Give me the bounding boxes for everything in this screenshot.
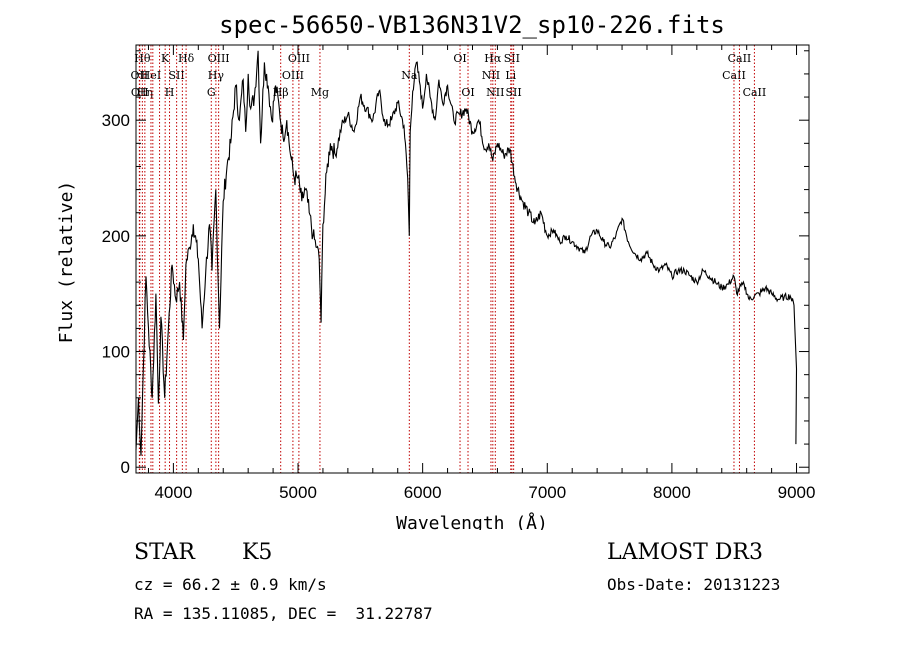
line-label: Hα <box>484 52 502 65</box>
line-label: OI <box>461 86 474 99</box>
line-label: Li <box>505 69 516 82</box>
line-label: Hγ <box>208 69 225 82</box>
line-label: G <box>207 86 216 99</box>
line-label: SII <box>504 52 520 65</box>
line-label: K <box>161 52 170 65</box>
line-label: Hθ <box>134 52 151 65</box>
line-label: H <box>165 86 175 99</box>
survey-name: LAMOST DR3 <box>607 540 763 565</box>
x-axis-label: Wavelength (Å) <box>396 512 548 530</box>
line-label: HeI <box>141 69 161 82</box>
spectrum-series-line <box>135 50 798 456</box>
line-label: SII <box>169 69 185 82</box>
line-label: OII <box>131 86 149 99</box>
line-label: OI <box>453 52 466 65</box>
x-tick-label: 9000 <box>778 483 816 502</box>
object-subclass: K5 <box>242 540 273 565</box>
y-tick-label: 100 <box>102 343 130 362</box>
line-label: Mg <box>311 86 329 99</box>
plot-frame <box>135 44 810 474</box>
sky-coordinates: RA = 135.11085, DEC = 31.22787 <box>134 604 433 623</box>
spectrum-chart: spec-56650-VB136N31V2_sp10-226.fits OII O… <box>56 11 816 530</box>
line-label: Na <box>401 69 418 82</box>
object-class: STAR <box>134 540 195 565</box>
line-label: SII <box>506 86 522 99</box>
line-label: Hη <box>137 86 153 99</box>
y-tick-label: 0 <box>121 458 130 477</box>
chart-title: spec-56650-VB136N31V2_sp10-226.fits <box>219 11 725 39</box>
redshift-velocity: cz = 66.2 ± 0.9 km/s <box>134 575 327 594</box>
line-label: CaII <box>728 52 752 65</box>
x-tick-label: 7000 <box>528 483 566 502</box>
line-label: NII <box>486 86 504 99</box>
line-label: OII <box>131 69 149 82</box>
x-tick-label: 6000 <box>404 483 442 502</box>
y-tick-label: 200 <box>102 227 130 246</box>
line-label: NII <box>482 69 500 82</box>
y-axis: 0 100 200 300 <box>102 50 809 477</box>
emission-line-markers: OIIOIIHθHηHeIKHSIIHδGHγOIIIHβOIIIOIIIMgN… <box>131 45 767 473</box>
line-label: Hδ <box>178 52 195 65</box>
line-label: CaII <box>743 86 767 99</box>
line-label: CaII <box>722 69 746 82</box>
line-label: OIII <box>208 52 230 65</box>
y-axis-label: Flux (relative) <box>56 181 77 344</box>
line-label: OIII <box>288 52 310 65</box>
x-tick-label: 5000 <box>279 483 317 502</box>
x-axis: 4000 5000 6000 7000 8000 9000 <box>147 45 816 502</box>
line-label: OIII <box>282 69 304 82</box>
x-tick-label: 8000 <box>653 483 691 502</box>
observation-date: Obs-Date: 20131223 <box>607 575 781 594</box>
y-tick-label: 300 <box>102 111 130 130</box>
x-tick-label: 4000 <box>154 483 192 502</box>
